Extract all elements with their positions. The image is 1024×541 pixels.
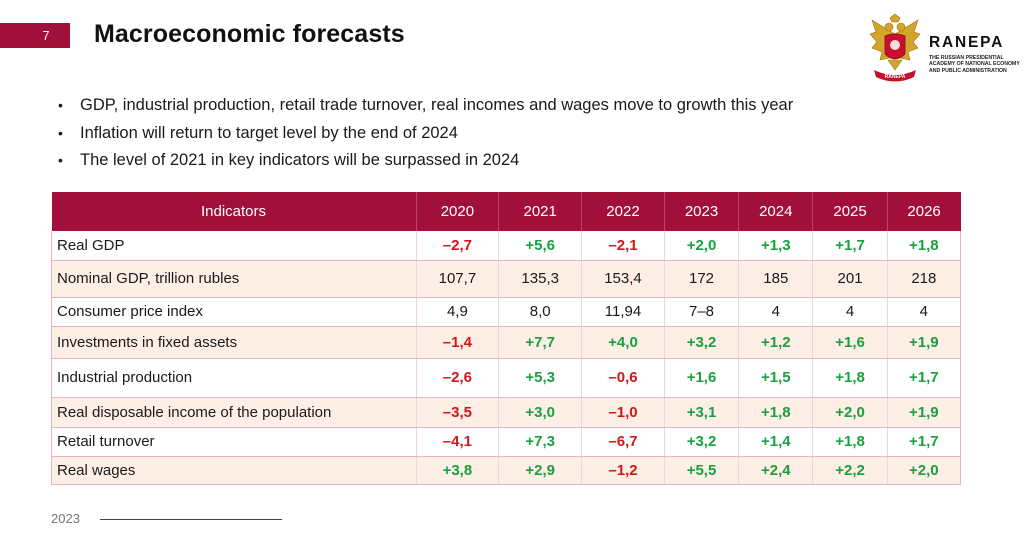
table-cell: 218 bbox=[886, 260, 962, 298]
table-cell: +1,3 bbox=[738, 231, 813, 261]
table-cell: +2,9 bbox=[498, 456, 582, 485]
column-header: 2020 bbox=[415, 192, 499, 231]
table-cell: +2,0 bbox=[812, 397, 888, 428]
table-cell: +2,0 bbox=[886, 456, 962, 485]
table-header-row: Indicators 2020 2021 2022 2023 2024 2025… bbox=[51, 192, 961, 231]
table-cell: +1,6 bbox=[812, 326, 888, 359]
table-cell: +1,4 bbox=[738, 427, 813, 457]
table-cell: –2,6 bbox=[415, 358, 499, 398]
table-cell: +1,7 bbox=[812, 231, 888, 261]
table-cell: 8,0 bbox=[498, 297, 582, 327]
table-body: Real GDP –2,7 +5,6 –2,1 +2,0 +1,3 +1,7 +1,8 Nomi… bbox=[51, 231, 962, 485]
row-label: Industrial production bbox=[51, 358, 416, 398]
column-header: 2023 bbox=[663, 192, 739, 231]
table-cell: 185 bbox=[738, 260, 813, 298]
table-cell: +1,6 bbox=[663, 358, 739, 398]
table-cell: +1,8 bbox=[886, 231, 962, 261]
table-cell: –4,1 bbox=[415, 427, 499, 457]
table-row: Retail turnover –4,1 +7,3 –6,7 +3,2 +1,4 +1,8 +… bbox=[51, 427, 962, 457]
row-label: Real wages bbox=[51, 456, 416, 485]
table-cell: 4,9 bbox=[415, 297, 499, 327]
row-label: Real disposable income of the population bbox=[51, 397, 416, 428]
emblem-ribbon-text: RANEPA bbox=[885, 74, 906, 80]
table-cell: 153,4 bbox=[581, 260, 665, 298]
column-header: Indicators bbox=[51, 192, 416, 231]
table-cell: 4 bbox=[738, 297, 813, 327]
column-header: 2026 bbox=[886, 192, 961, 231]
table-cell: +1,2 bbox=[738, 326, 813, 359]
table-row: Consumer price index 4,9 8,0 11,94 7–8 4 4 4 bbox=[51, 297, 962, 327]
table-cell: 4 bbox=[886, 297, 962, 327]
table-cell: +5,3 bbox=[498, 358, 582, 398]
slide-number: 7 bbox=[42, 28, 50, 43]
table-cell: –2,1 bbox=[581, 231, 665, 261]
table-cell: –6,7 bbox=[581, 427, 665, 457]
column-header: 2021 bbox=[498, 192, 582, 231]
row-label: Investments in fixed assets bbox=[51, 326, 416, 359]
table-cell: +1,7 bbox=[886, 427, 962, 457]
table-cell: –3,5 bbox=[415, 397, 499, 428]
bullet-item: Inflation will return to target level by… bbox=[58, 121, 793, 149]
table-cell: +7,3 bbox=[498, 427, 582, 457]
eagle-emblem-icon: RANEPA bbox=[869, 14, 921, 82]
table-row: Real GDP –2,7 +5,6 –2,1 +2,0 +1,3 +1,7 +1,8 bbox=[51, 231, 962, 261]
table-cell: +3,2 bbox=[663, 427, 739, 457]
footer-year: 2023 bbox=[51, 511, 80, 526]
table-cell: 11,94 bbox=[581, 297, 665, 327]
table-row: Investments in fixed assets –1,4 +7,7 +4,0 +… bbox=[51, 326, 962, 359]
table-cell: +5,6 bbox=[498, 231, 582, 261]
row-label: Consumer price index bbox=[51, 297, 416, 327]
table-cell: +4,0 bbox=[581, 326, 665, 359]
table-cell: +2,2 bbox=[812, 456, 888, 485]
table-cell: +3,2 bbox=[663, 326, 739, 359]
table-cell: –1,2 bbox=[581, 456, 665, 485]
footer-divider bbox=[100, 519, 282, 520]
table-cell: +3,0 bbox=[498, 397, 582, 428]
bullet-item: The level of 2021 in key indicators will… bbox=[58, 148, 793, 176]
column-header: 2024 bbox=[738, 192, 813, 231]
column-header: 2022 bbox=[581, 192, 665, 231]
table-cell: –1,0 bbox=[581, 397, 665, 428]
table-cell: +2,4 bbox=[738, 456, 813, 485]
table-cell: –0,6 bbox=[581, 358, 665, 398]
table-cell: +1,5 bbox=[738, 358, 813, 398]
table-cell: –1,4 bbox=[415, 326, 499, 359]
table-cell: 172 bbox=[663, 260, 739, 298]
logo-name: RANEPA bbox=[929, 34, 1005, 51]
row-label: Nominal GDP, trillion rubles bbox=[51, 260, 416, 298]
logo-subtitle: THE RUSSIAN PRESIDENTIAL ACADEMY OF NATI… bbox=[929, 55, 1020, 74]
table-cell: +3,1 bbox=[663, 397, 739, 428]
table-cell: +1,7 bbox=[886, 358, 962, 398]
table-cell: +1,9 bbox=[886, 326, 962, 359]
table-row: Real wages +3,8 +2,9 –1,2 +5,5 +2,4 +2,2 +2,0 bbox=[51, 456, 962, 485]
table-row: Nominal GDP, trillion rubles 107,7 135,3 15… bbox=[51, 260, 962, 298]
table-cell: 201 bbox=[812, 260, 888, 298]
table-cell: –2,7 bbox=[415, 231, 499, 261]
table-cell: +1,8 bbox=[812, 358, 888, 398]
bullet-list: GDP, industrial production, retail trade… bbox=[58, 93, 793, 176]
table-cell: 7–8 bbox=[663, 297, 739, 327]
row-label: Retail turnover bbox=[51, 427, 416, 457]
table-cell: +5,5 bbox=[663, 456, 739, 485]
table-cell: 135,3 bbox=[498, 260, 582, 298]
bullet-item: GDP, industrial production, retail trade… bbox=[58, 93, 793, 121]
table-cell: 4 bbox=[812, 297, 888, 327]
ranepa-logo: RANEPA RANEPA THE RUSSIAN PRESIDENTIAL A… bbox=[868, 12, 1020, 88]
column-header: 2025 bbox=[812, 192, 888, 231]
row-label: Real GDP bbox=[51, 231, 416, 261]
slide-number-badge: 7 bbox=[0, 23, 70, 48]
table-cell: +7,7 bbox=[498, 326, 582, 359]
table-row: Industrial production –2,6 +5,3 –0,6 +1,6 +1,… bbox=[51, 358, 962, 398]
table-row: Real disposable income of the population… bbox=[51, 397, 962, 428]
table-cell: +1,9 bbox=[886, 397, 962, 428]
forecast-table: Indicators 2020 2021 2022 2023 2024 2025… bbox=[51, 192, 962, 485]
table-cell: +1,8 bbox=[812, 427, 888, 457]
table-cell: +1,8 bbox=[738, 397, 813, 428]
table-cell: 107,7 bbox=[415, 260, 499, 298]
page-title: Macroeconomic forecasts bbox=[94, 20, 405, 48]
table-cell: +2,0 bbox=[663, 231, 739, 261]
table-cell: +3,8 bbox=[415, 456, 499, 485]
